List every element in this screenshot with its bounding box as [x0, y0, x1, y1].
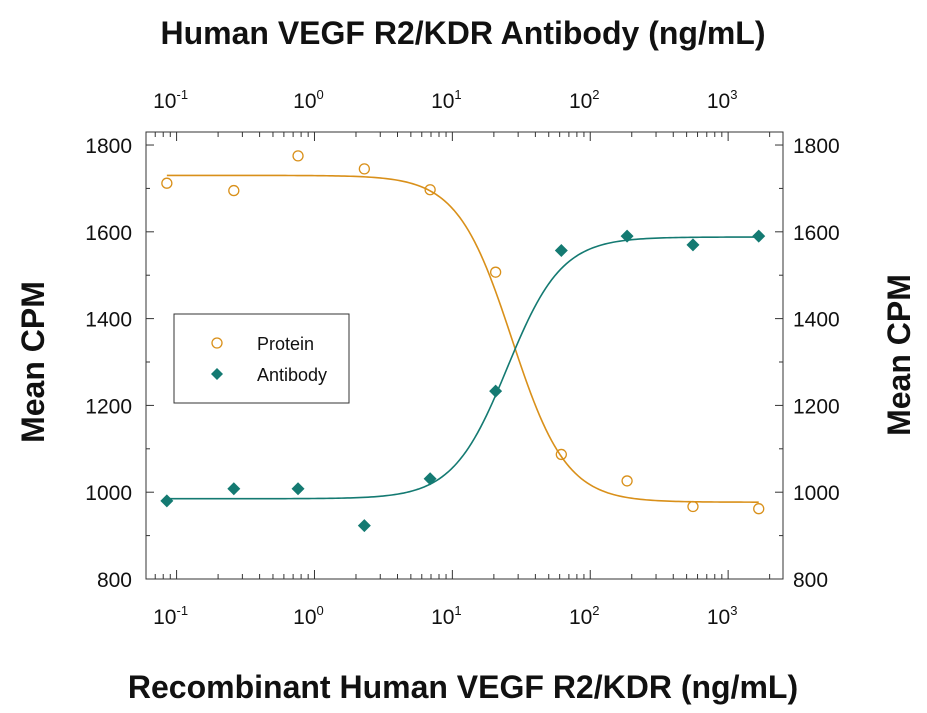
point-protein	[555, 448, 567, 461]
y-tick-label-left: 1000	[85, 482, 132, 505]
point-protein	[358, 163, 371, 175]
y-tick-label-right: 1800	[793, 135, 840, 158]
axis-ticks: 800 800 1000 1000 1200 1200 1400 1400 1600 1600 18…	[85, 87, 839, 629]
y-tick-label-left: 1600	[85, 222, 132, 245]
point-antibody	[227, 482, 241, 496]
legend: Protein Antibody	[173, 313, 350, 404]
point-protein	[292, 150, 304, 162]
chart-top-title: Human VEGF R2/KDR Antibody (ng/mL)	[160, 15, 765, 51]
point-antibody	[752, 229, 766, 243]
x-axis-label: Recombinant Human VEGF R2/KDR (ng/mL)	[128, 669, 798, 705]
legend-marker-antibody	[211, 368, 223, 380]
x-tick-label-bottom: 103	[707, 603, 738, 629]
point-antibody	[357, 519, 371, 533]
point-protein	[228, 184, 240, 197]
point-protein	[424, 184, 436, 196]
fit-curve-protein	[166, 174, 759, 503]
x-tick-label-bottom: 101	[431, 603, 462, 629]
point-protein	[161, 177, 173, 189]
y-tick-label-left: 1400	[85, 309, 132, 332]
fit-curves	[166, 174, 759, 503]
legend-label-protein: Protein	[257, 334, 314, 354]
x-tick-label-top: 102	[569, 87, 600, 113]
y-tick-label-right: 1200	[793, 395, 840, 418]
point-protein	[489, 266, 502, 278]
x-tick-label-top: 101	[431, 87, 462, 113]
x-tick-label-top: 100	[293, 87, 324, 113]
point-protein	[621, 475, 633, 487]
x-tick-label-bottom: 10-1	[153, 603, 188, 629]
legend-marker-protein	[211, 337, 223, 349]
point-protein	[753, 503, 765, 515]
point-protein	[687, 500, 699, 513]
y-tick-label-left: 1800	[85, 135, 132, 158]
point-antibody	[489, 384, 503, 398]
point-antibody	[620, 229, 634, 243]
plot-frame	[145, 131, 784, 580]
x-tick-label-top: 103	[707, 87, 738, 113]
x-tick-label-bottom: 100	[293, 603, 324, 629]
y-axis-label-left: Mean CPM	[15, 281, 51, 443]
data-points	[160, 150, 766, 533]
x-tick-label-top: 10-1	[153, 87, 188, 113]
x-tick-label-bottom: 102	[569, 603, 600, 629]
y-axis-label-right: Mean CPM	[881, 274, 917, 436]
legend-box	[173, 313, 350, 404]
y-tick-label-right: 1600	[793, 222, 840, 245]
y-tick-label-left: 800	[97, 569, 132, 592]
point-antibody	[686, 238, 700, 252]
y-tick-label-right: 1400	[793, 309, 840, 332]
fit-curve-antibody	[166, 236, 759, 500]
y-tick-label-right: 800	[793, 569, 828, 592]
point-antibody	[160, 494, 174, 508]
point-antibody	[554, 243, 568, 257]
point-antibody	[423, 472, 437, 486]
y-tick-label-left: 1200	[85, 395, 132, 418]
legend-label-antibody: Antibody	[257, 365, 327, 385]
point-antibody	[291, 482, 305, 496]
y-tick-label-right: 1000	[793, 482, 840, 505]
